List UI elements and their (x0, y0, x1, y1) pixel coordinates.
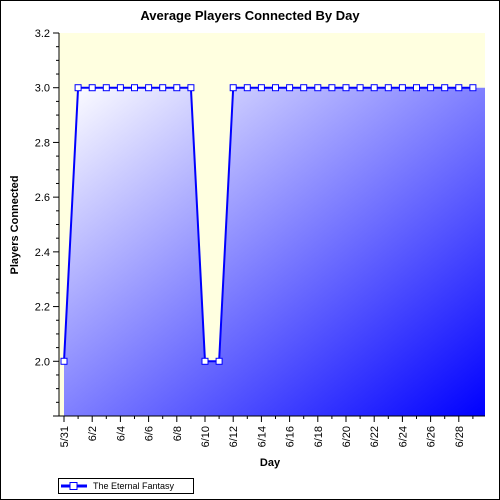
data-point (427, 84, 435, 92)
data-point (370, 84, 378, 92)
data-point (314, 84, 322, 92)
data-point (441, 84, 449, 92)
y-tick-label: 3.0 (35, 83, 50, 95)
data-point (159, 84, 167, 92)
y-tick-label: 2.2 (35, 302, 50, 314)
data-point (413, 84, 420, 92)
y-tick-label: 2.8 (35, 137, 50, 149)
x-tick-label: 6/26 (426, 426, 438, 447)
data-point (88, 84, 96, 92)
data-point (229, 84, 237, 92)
data-point (102, 84, 110, 92)
data-point (74, 84, 82, 92)
y-tick-label: 2.4 (35, 247, 50, 259)
data-point (356, 84, 364, 92)
data-point (342, 84, 350, 92)
data-point (215, 357, 223, 365)
x-tick-label: 6/4 (115, 426, 127, 441)
legend-swatch (59, 479, 89, 493)
data-point (469, 84, 477, 92)
data-point (398, 84, 406, 92)
x-tick-label: 5/31 (59, 426, 71, 447)
data-point (455, 84, 463, 92)
legend-label: The Eternal Fantasy (93, 481, 175, 491)
legend: The Eternal Fantasy (58, 478, 194, 494)
data-point (300, 84, 308, 92)
data-point (60, 357, 68, 365)
x-tick-label: 6/12 (228, 426, 240, 447)
data-point (384, 84, 392, 92)
x-tick-label: 6/22 (369, 426, 381, 447)
data-point (272, 84, 279, 92)
y-tick-label: 3.2 (35, 28, 50, 40)
x-tick-label: 6/8 (172, 426, 184, 441)
x-tick-label: 6/16 (285, 426, 297, 447)
data-point (257, 84, 265, 92)
data-point (187, 84, 195, 92)
series-area (64, 87, 485, 416)
x-tick-label: 6/20 (341, 426, 353, 447)
data-point (286, 84, 294, 92)
y-tick-label: 2.0 (35, 356, 50, 368)
data-point (201, 357, 209, 365)
data-point (243, 84, 251, 92)
data-point (116, 84, 124, 92)
x-tick-label: 6/2 (87, 426, 99, 441)
data-point (145, 84, 153, 92)
x-tick-label: 6/28 (454, 426, 466, 447)
y-tick-label: 2.6 (35, 192, 50, 204)
chart-title: Average Players Connected By Day (140, 8, 360, 23)
data-point (173, 84, 181, 92)
x-tick-label: 6/6 (144, 426, 156, 441)
x-axis-label: Day (259, 457, 281, 469)
x-tick-label: 6/10 (200, 426, 212, 447)
x-tick-label: 6/18 (313, 426, 325, 447)
data-point (328, 84, 336, 92)
x-tick-label: 6/14 (256, 426, 268, 447)
x-tick-label: 6/24 (397, 426, 409, 447)
data-point (131, 84, 138, 92)
